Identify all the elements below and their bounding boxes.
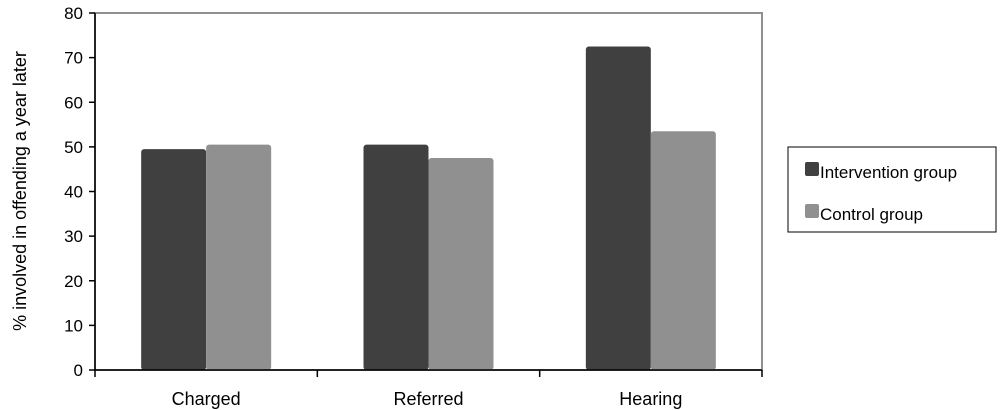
bar-intervention-group-hearing — [585, 46, 651, 370]
y-tick-label: 30 — [64, 227, 83, 246]
y-tick-label: 70 — [64, 49, 83, 68]
legend-box — [787, 146, 997, 233]
legend-swatch-intervention — [805, 162, 819, 176]
bar-intervention-group-referred — [363, 144, 429, 370]
x-category-label: Referred — [393, 389, 463, 409]
x-category-label: Hearing — [619, 389, 682, 409]
y-tick-label: 10 — [64, 316, 83, 335]
bar-control-group-referred — [428, 158, 494, 370]
y-tick-label: 0 — [74, 361, 83, 380]
y-tick-label: 20 — [64, 272, 83, 291]
y-tick-label: 80 — [64, 4, 83, 23]
y-tick-label: 60 — [64, 93, 83, 112]
x-category-label: Charged — [172, 389, 241, 409]
y-axis-ticks: 0 10 20 30 40 50 60 70 80 — [64, 4, 95, 380]
y-axis-title: % involved in offending a year later — [10, 51, 30, 331]
bar-control-group-hearing — [650, 131, 716, 370]
bars-group — [141, 46, 716, 370]
legend-label-control: Control group — [820, 205, 923, 224]
bar-control-group-charged — [206, 144, 272, 370]
y-tick-label: 40 — [64, 183, 83, 202]
x-axis-ticks: Charged Referred Hearing — [94, 370, 763, 409]
y-tick-label: 50 — [64, 138, 83, 157]
legend-label-intervention: Intervention group — [820, 163, 957, 182]
legend: Intervention group Control group — [787, 146, 997, 233]
bar-intervention-group-charged — [141, 149, 207, 370]
legend-swatch-control — [805, 204, 819, 218]
